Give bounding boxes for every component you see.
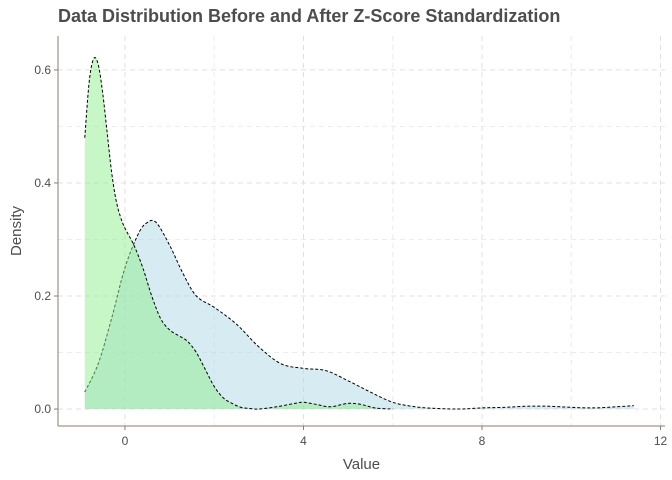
x-tick-label: 0	[122, 434, 129, 448]
y-tick-label: 0.0	[34, 402, 51, 416]
density-areas	[84, 57, 634, 410]
x-tick-label: 12	[654, 434, 668, 448]
density-line-2	[84, 57, 393, 410]
x-tick-label: 4	[300, 434, 307, 448]
x-tick-label: 8	[479, 434, 486, 448]
tick-labels: 0 4 8 12 0.0 0.2 0.4 0.6	[34, 63, 667, 448]
density-area-1	[84, 220, 634, 410]
y-tick-label: 0.4	[34, 176, 51, 190]
axes	[54, 36, 665, 430]
x-axis-title: Value	[343, 456, 380, 473]
density-line-1	[84, 219, 634, 410]
y-tick-label: 0.2	[34, 289, 51, 303]
y-axis-title: Density	[8, 205, 25, 256]
chart-title: Data Distribution Before and After Z-Sco…	[58, 6, 561, 26]
y-tick-label: 0.6	[34, 63, 51, 77]
